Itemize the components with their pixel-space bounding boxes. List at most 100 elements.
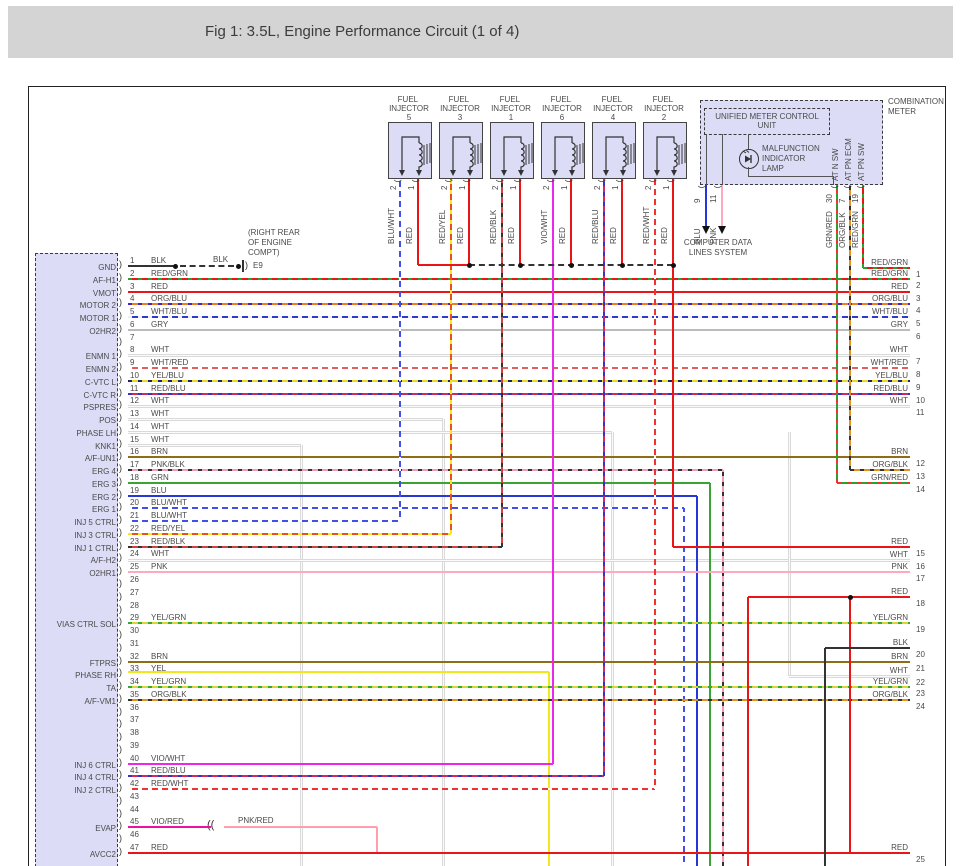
wire-red-blk [128, 546, 502, 548]
junction-dot [569, 263, 574, 268]
wire-blu-wht [128, 520, 400, 522]
wire-wht [128, 444, 301, 447]
at-wire-color-label: GRN/RED [825, 211, 834, 248]
wire-blu-wht [128, 507, 684, 509]
left-pin-bracket-icon: ) [119, 552, 122, 562]
wire-red-grn [862, 185, 864, 268]
left-pin-bracket-icon: ) [119, 310, 122, 320]
left-pin-bracket-icon: ) [119, 846, 122, 856]
left-pin-name: ERG 3 [91, 480, 116, 489]
injector-pin2-color-label: RED/BLU [591, 209, 600, 244]
left-pin-name: FTPRS [89, 659, 116, 668]
fuel-injector-title2: INJECTOR [542, 104, 582, 113]
injector-pin1-color-label: RED [609, 227, 618, 244]
left-pin-bracket-icon: ) [119, 399, 122, 409]
left-pin-bracket-icon: ) [119, 718, 122, 728]
wire-red [748, 596, 910, 598]
left-pin-name: O2HR1 [89, 569, 116, 578]
wire-red [128, 291, 910, 293]
left-wire-color-label: WHT [151, 409, 170, 418]
right-wire-color-label: RED/BLU [873, 384, 908, 393]
right-wire-color-label: ORG/BLK [872, 690, 908, 699]
left-pin-bracket-icon: ) [119, 540, 122, 550]
wire-pnk [721, 185, 723, 226]
left-pin-name: ERG 2 [91, 493, 116, 502]
left-pin-number: 35 [130, 690, 139, 699]
left-pin-name: MOTOR 2 [79, 301, 116, 310]
fuel-injector-title: FUEL [448, 95, 472, 104]
left-wire-color-label: BRN [151, 652, 168, 661]
left-pin-number: 4 [130, 294, 135, 303]
wire-red [673, 546, 910, 548]
at-pin-bracket-icon: ) [856, 185, 866, 189]
right-wire-color-label: BRN [891, 652, 908, 661]
left-pin-bracket-icon: ) [119, 501, 122, 511]
left-pin-bracket-icon: ) [119, 795, 122, 805]
left-pin-bracket-icon: ) [119, 693, 122, 703]
wire-thin [748, 134, 749, 149]
left-pin-bracket-icon: ) [119, 655, 122, 665]
wire-red [417, 179, 419, 265]
wire-org-blk [128, 699, 910, 701]
injector-coil-icon [399, 136, 431, 176]
right-pin-number: 10 [916, 396, 925, 405]
left-pin-bracket-icon: ) [119, 412, 122, 422]
left-pin-name: PHASE LH [76, 429, 116, 438]
injector-coil-icon [450, 136, 482, 176]
fuel-injector-title: FUEL [652, 95, 676, 104]
wire-thin [748, 176, 833, 177]
junction-dot [173, 264, 178, 269]
injector-pin2-number: 2 [542, 185, 551, 190]
injector-pin1-number: 1 [662, 185, 671, 190]
left-wire-color-label: YEL/BLU [151, 371, 184, 380]
left-pin-name: VMOT [92, 289, 116, 298]
right-wire-color-label: WHT/BLU [872, 307, 908, 316]
left-pin-name: INJ 2 CTRL [74, 786, 116, 795]
left-pin-number: 34 [130, 677, 139, 686]
injector-pin2-color-label: VIO/WHT [540, 209, 549, 244]
right-wire-color-label: RED [891, 843, 908, 852]
left-pin-name: INJ 1 CTRL [74, 544, 116, 553]
injector-pin2-number: 2 [491, 185, 500, 190]
right-pin-number: 4 [916, 306, 921, 315]
fuel-injector-title2: INJECTOR [644, 104, 684, 113]
right-pin-number: 20 [916, 650, 925, 659]
wire-blk [824, 648, 826, 866]
left-pin-bracket-icon: ) [119, 833, 122, 843]
wire-org-blk [849, 185, 851, 470]
injector-pin2-number: 2 [593, 185, 602, 190]
e9-connector-bracket-icon: ) [245, 260, 248, 270]
injector-coil-icon [654, 136, 686, 176]
left-pin-name: PSPRES [83, 403, 116, 412]
wire-red [747, 597, 749, 866]
wire-yel-grn [128, 686, 910, 688]
wire-thin [833, 176, 834, 185]
right-pin-number: 5 [916, 319, 921, 328]
e9-connector-icon [242, 260, 244, 272]
left-pin-number: 32 [130, 652, 139, 661]
at-pin-number: 7 [838, 198, 847, 203]
left-pin-bracket-icon: ) [119, 642, 122, 652]
wire-red [621, 179, 623, 265]
left-pin-number: 37 [130, 715, 139, 724]
right-pin-number: 19 [916, 625, 925, 634]
left-pin-name: INJ 6 CTRL [74, 761, 116, 770]
left-pin-number: 8 [130, 345, 135, 354]
right-wire-color-label: RED/GRN [871, 258, 908, 267]
left-pin-bracket-icon: ) [119, 438, 122, 448]
wire-wht [128, 405, 910, 408]
wire-red [519, 179, 521, 265]
wire-wht [442, 419, 445, 866]
left-wire-color-label: BLU/WHT [151, 511, 187, 520]
left-wire-color-label: RED/GRN [151, 269, 188, 278]
wire-red-blk [501, 179, 503, 547]
left-wire-color-label: RED [151, 843, 168, 852]
left-pin-number: 42 [130, 779, 139, 788]
at-pin-label: AT N SW [831, 148, 840, 181]
left-wire-color-label: WHT [151, 345, 170, 354]
injector-pin1-color-label: RED [456, 227, 465, 244]
wire-blkdash [180, 265, 234, 267]
injector-pin2-color-label: BLU/WHT [387, 208, 396, 244]
left-pin-name: AF-H1 [92, 276, 116, 285]
left-pin-name: AVCC2 [89, 850, 116, 859]
